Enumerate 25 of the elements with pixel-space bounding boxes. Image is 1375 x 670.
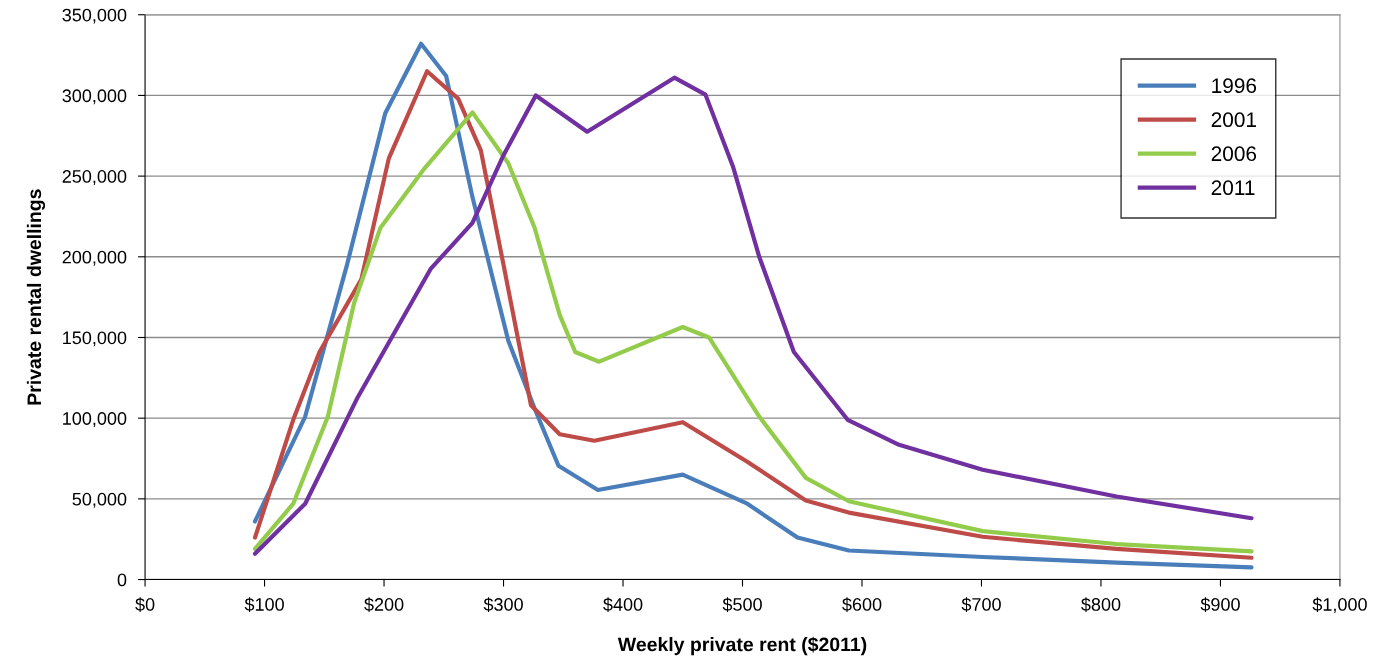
x-tick-label: $600 bbox=[842, 597, 882, 612]
y-tick-label: 250,000 bbox=[62, 170, 127, 185]
y-tick-label: 300,000 bbox=[62, 89, 127, 105]
x-tick-label: $500 bbox=[722, 597, 762, 612]
legend-label: 2011 bbox=[1211, 180, 1255, 196]
y-tick-label: 150,000 bbox=[63, 331, 127, 347]
y-tick-label: 100,000 bbox=[63, 412, 127, 428]
legend-label: 1996 bbox=[1212, 78, 1257, 94]
y-tick-label: 350,000 bbox=[62, 8, 127, 24]
x-tick-label: $700 bbox=[961, 597, 1001, 612]
x-tick-label: $200 bbox=[364, 597, 404, 612]
x-axis-title: Weekly private rent ($2011) bbox=[617, 636, 867, 656]
x-tick-label: $100 bbox=[244, 597, 284, 612]
y-tick-label: 200,000 bbox=[62, 250, 127, 266]
x-tick-label: $1,000 bbox=[1312, 597, 1367, 613]
x-tick-label: $900 bbox=[1200, 597, 1240, 612]
x-tick-label: $0 bbox=[135, 597, 155, 612]
legend-label: 2001 bbox=[1211, 112, 1256, 128]
x-tick-label: $400 bbox=[603, 597, 643, 612]
x-tick-label: $300 bbox=[483, 597, 523, 612]
x-tick-label: $800 bbox=[1081, 597, 1121, 612]
y-axis-title: Private rental dwellings bbox=[26, 189, 46, 405]
legend-label: 2006 bbox=[1211, 146, 1257, 162]
y-tick-label: 50,000 bbox=[72, 492, 127, 508]
y-tick-label: 0 bbox=[117, 573, 127, 587]
